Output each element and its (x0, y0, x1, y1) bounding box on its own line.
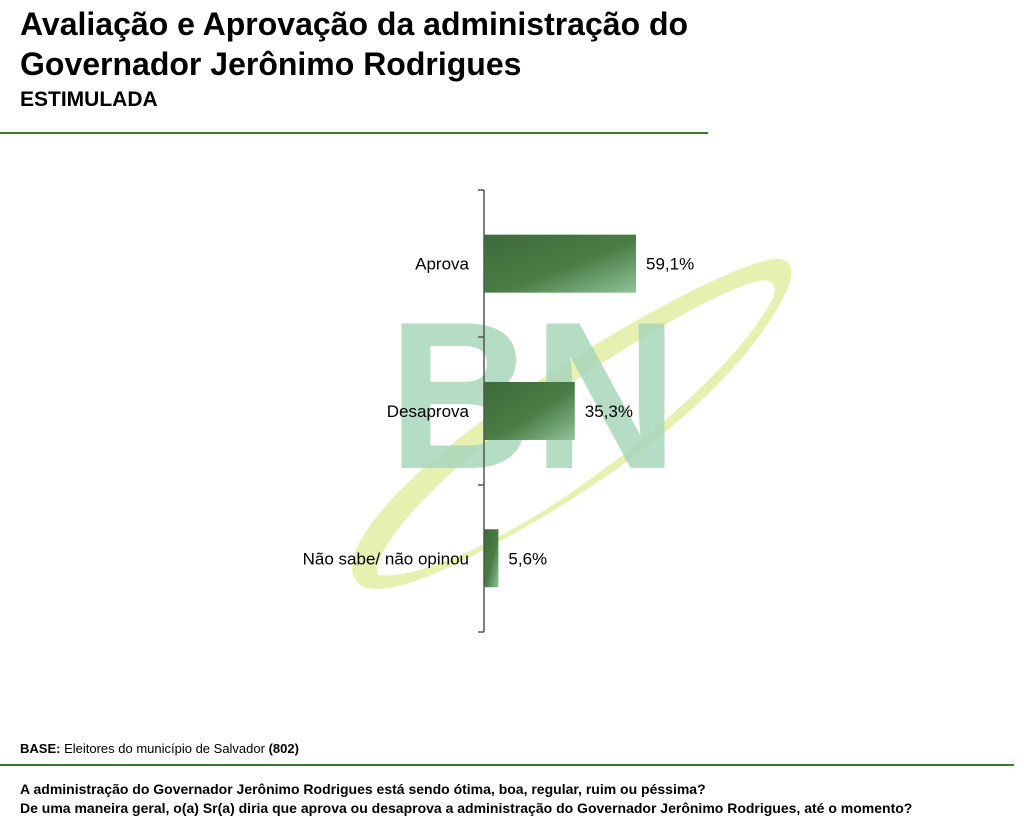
chart-title: Avaliação e Aprovação da administração d… (20, 6, 689, 82)
bar (484, 234, 636, 293)
base-count: (802) (268, 741, 299, 756)
bar (484, 381, 575, 440)
bars-layer: Aprova 59,1% Desaprova 35,3% Não sabe/ não o… (303, 234, 694, 588)
category-label: Não sabe/ não opinou (303, 549, 469, 568)
footer-divider (0, 764, 1014, 766)
base-label: BASE: (20, 741, 61, 756)
base-text: Eleitores do município de Salvador (60, 741, 269, 756)
category-label: Aprova (415, 255, 469, 274)
value-label: 59,1% (646, 255, 694, 274)
bar (484, 529, 499, 588)
header-divider (0, 132, 708, 134)
chart-subtitle: ESTIMULADA (20, 88, 158, 111)
base-note: BASE: Eleitores do município de Salvador… (20, 741, 299, 757)
value-label: 35,3% (585, 402, 633, 421)
category-label: Desaprova (387, 402, 470, 421)
survey-question-2: De uma maneira geral, o(a) Sr(a) diria q… (20, 800, 913, 816)
survey-question-1: A administração do Governador Jerônimo R… (20, 781, 706, 797)
value-label: 5,6% (508, 549, 547, 568)
